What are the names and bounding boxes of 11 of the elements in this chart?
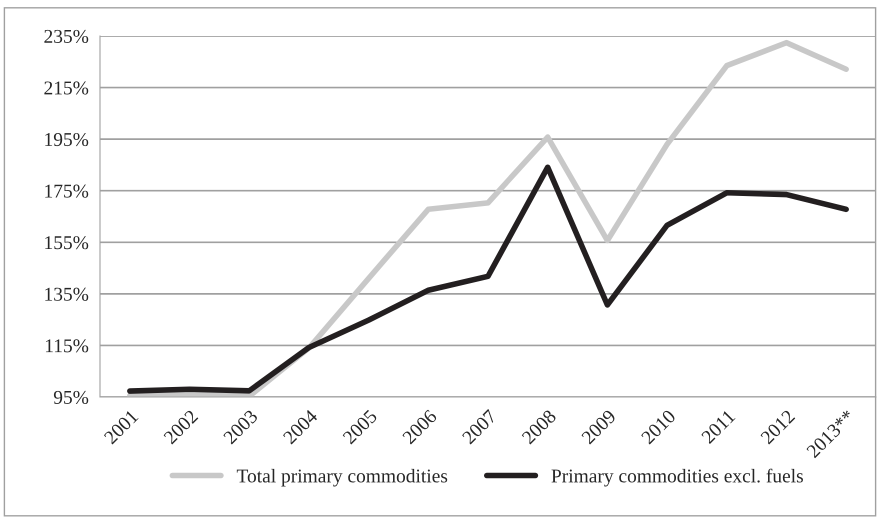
- legend-label: Total primary commodities: [236, 468, 448, 487]
- y-tick-label: 95%: [54, 390, 88, 404]
- x-tick-label: 2011: [700, 409, 736, 444]
- y-tick-label: 175%: [45, 184, 88, 198]
- y-tick-label: 135%: [45, 288, 88, 301]
- y-tick-label: 235%: [44, 30, 88, 43]
- y-tick-label: 115%: [46, 339, 88, 352]
- legend-label: Primary commodities excl. fuels: [552, 468, 803, 487]
- y-tick-label: 155%: [45, 236, 88, 250]
- y-tick-label: 195%: [45, 132, 88, 146]
- y-tick-label: 215%: [44, 81, 88, 95]
